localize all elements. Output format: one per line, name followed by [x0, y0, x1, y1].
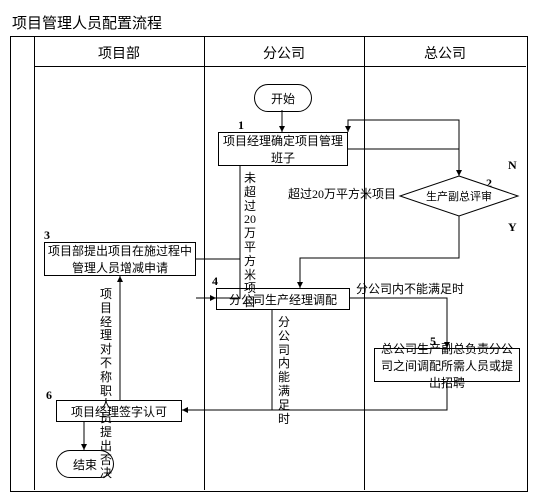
- decision-no: N: [508, 158, 517, 173]
- num-3: 3: [44, 228, 50, 243]
- edge-label-inside-ok: 分公司内能满足时: [278, 316, 292, 426]
- edge-label-reject: 项目经理对不称职人员提出否决: [100, 288, 114, 481]
- num-6: 6: [46, 388, 52, 403]
- leftcol-divider: [34, 36, 35, 490]
- node-5: 总公司生产副总负责分公司之间调配所需人员或提出招聘: [374, 348, 520, 382]
- num-1: 1: [238, 118, 244, 133]
- edge-label-under20: 未超过20万平方米项目: [244, 172, 258, 310]
- node-1-label: 项目经理确定项目管理班子: [221, 132, 345, 166]
- edge-label-over20: 超过20万平方米项目: [288, 188, 418, 202]
- col-divider-2: [364, 36, 365, 490]
- column-header-3: 总公司: [364, 43, 526, 63]
- decision-yes: Y: [508, 220, 517, 235]
- column-header-2: 分公司: [204, 43, 364, 63]
- column-header-1: 项目部: [34, 43, 204, 63]
- node-end-label: 结束: [73, 456, 97, 473]
- node-start: 开始: [254, 84, 312, 112]
- num-4: 4: [212, 274, 218, 289]
- node-5-label: 总公司生产副总负责分公司之间调配所需人员或提出招聘: [377, 340, 517, 391]
- node-4: 分公司生产经理调配: [216, 288, 350, 310]
- node-3-label: 项目部提出项目在施过程中管理人员增减申请: [47, 242, 193, 276]
- node-6-label: 项目经理签字认可: [71, 403, 167, 420]
- header-divider: [34, 66, 526, 67]
- node-start-label: 开始: [271, 90, 295, 107]
- node-3: 项目部提出项目在施过程中管理人员增减申请: [44, 242, 196, 276]
- node-6: 项目经理签字认可: [56, 400, 182, 422]
- edge-label-inside-no: 分公司内不能满足时: [356, 283, 486, 297]
- node-1: 项目经理确定项目管理班子: [218, 132, 348, 166]
- page-title: 项目管理人员配置流程: [12, 12, 162, 33]
- col-divider-1: [204, 36, 205, 490]
